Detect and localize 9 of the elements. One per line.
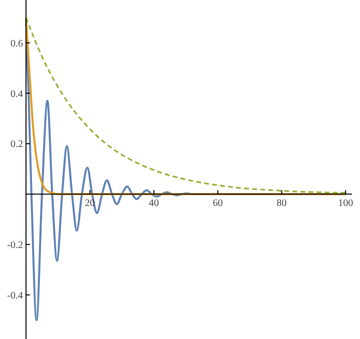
y-tick-label: 0.4 [10, 88, 23, 100]
y-tick-label: -0.4 [7, 290, 23, 302]
x-tick-label: 100 [338, 198, 354, 210]
y-tick-label: -0.2 [7, 240, 23, 251]
x-tick-label: 80 [276, 198, 287, 210]
y-tick-label: 0.2 [10, 139, 23, 150]
x-tick-label: 40 [148, 198, 159, 210]
x-tick-label: 60 [212, 198, 223, 210]
y-tick-label: 0.6 [10, 38, 23, 50]
